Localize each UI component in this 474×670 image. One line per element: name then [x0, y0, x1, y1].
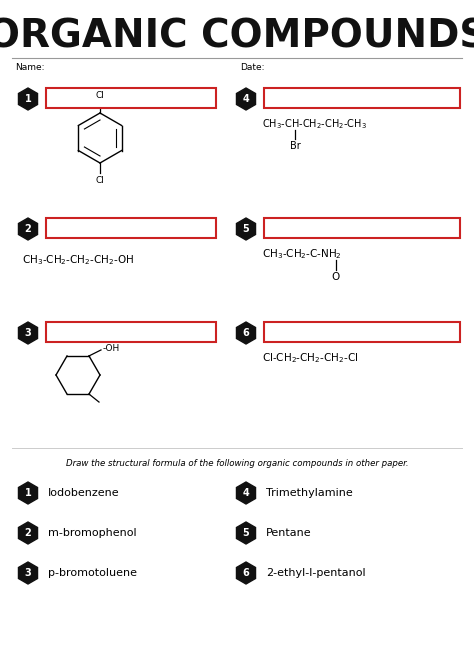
Text: O: O — [332, 272, 340, 282]
Text: 3: 3 — [25, 328, 31, 338]
Text: 4: 4 — [243, 488, 249, 498]
Text: -OH: -OH — [103, 344, 120, 354]
Text: 3: 3 — [25, 568, 31, 578]
Polygon shape — [18, 218, 37, 240]
FancyBboxPatch shape — [264, 322, 460, 342]
Text: CH$_3$-CH$_2$-CH$_2$-CH$_2$-OH: CH$_3$-CH$_2$-CH$_2$-CH$_2$-OH — [22, 253, 134, 267]
FancyBboxPatch shape — [46, 88, 216, 108]
Polygon shape — [18, 482, 37, 504]
Text: 2-ethyl-l-pentanol: 2-ethyl-l-pentanol — [266, 568, 365, 578]
FancyBboxPatch shape — [46, 218, 216, 238]
FancyBboxPatch shape — [264, 88, 460, 108]
Text: 5: 5 — [243, 224, 249, 234]
Text: CH$_3$-CH$_2$-C-NH$_2$: CH$_3$-CH$_2$-C-NH$_2$ — [262, 247, 342, 261]
Text: Pentane: Pentane — [266, 528, 311, 538]
Polygon shape — [237, 562, 255, 584]
Text: 1: 1 — [25, 488, 31, 498]
Polygon shape — [18, 88, 37, 110]
Text: 2: 2 — [25, 528, 31, 538]
Text: Br: Br — [290, 141, 301, 151]
Text: 6: 6 — [243, 568, 249, 578]
Text: Cl-CH$_2$-CH$_2$-CH$_2$-Cl: Cl-CH$_2$-CH$_2$-CH$_2$-Cl — [262, 351, 358, 365]
Text: ORGANIC COMPOUNDS: ORGANIC COMPOUNDS — [0, 17, 474, 55]
FancyBboxPatch shape — [46, 322, 216, 342]
Text: Cl: Cl — [96, 91, 104, 100]
Text: Iodobenzene: Iodobenzene — [48, 488, 119, 498]
Text: Name:: Name: — [15, 62, 45, 72]
Polygon shape — [18, 562, 37, 584]
Text: 4: 4 — [243, 94, 249, 104]
Text: 6: 6 — [243, 328, 249, 338]
Text: 5: 5 — [243, 528, 249, 538]
Polygon shape — [18, 522, 37, 544]
Text: Cl: Cl — [96, 176, 104, 185]
Polygon shape — [237, 522, 255, 544]
Text: 1: 1 — [25, 94, 31, 104]
Text: Draw the structural formula of the following organic compounds in other paper.: Draw the structural formula of the follo… — [66, 460, 408, 468]
Polygon shape — [237, 322, 255, 344]
FancyBboxPatch shape — [264, 218, 460, 238]
Polygon shape — [237, 482, 255, 504]
Text: CH$_3$-CH-CH$_2$-CH$_2$-CH$_3$: CH$_3$-CH-CH$_2$-CH$_2$-CH$_3$ — [262, 117, 367, 131]
Text: p-bromotoluene: p-bromotoluene — [48, 568, 137, 578]
Polygon shape — [237, 88, 255, 110]
Text: 2: 2 — [25, 224, 31, 234]
Polygon shape — [237, 218, 255, 240]
Polygon shape — [18, 322, 37, 344]
Text: Date:: Date: — [240, 62, 264, 72]
Text: Trimethylamine: Trimethylamine — [266, 488, 353, 498]
Text: m-bromophenol: m-bromophenol — [48, 528, 137, 538]
